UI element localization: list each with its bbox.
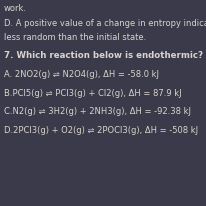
Text: D.2PCl3(g) + O2(g) ⇌ 2POCl3(g), ΔH = -508 kJ: D.2PCl3(g) + O2(g) ⇌ 2POCl3(g), ΔH = -50…	[4, 126, 198, 135]
Text: B.PCl5(g) ⇌ PCl3(g) + Cl2(g), ΔH = 87.9 kJ: B.PCl5(g) ⇌ PCl3(g) + Cl2(g), ΔH = 87.9 …	[4, 89, 182, 98]
Text: A. 2NO2(g) ⇌ N2O4(g), ΔH = -58.0 kJ: A. 2NO2(g) ⇌ N2O4(g), ΔH = -58.0 kJ	[4, 70, 159, 79]
Text: C.N2(g) ⇌ 3H2(g) + 2NH3(g), ΔH = -92.38 kJ: C.N2(g) ⇌ 3H2(g) + 2NH3(g), ΔH = -92.38 …	[4, 107, 191, 116]
Text: work.: work.	[4, 4, 27, 13]
Text: 7. Which reaction below is endothermic?: 7. Which reaction below is endothermic?	[4, 52, 203, 61]
Text: D. A positive value of a change in entropy indicate: D. A positive value of a change in entro…	[4, 19, 206, 28]
Text: less random than the initial state.: less random than the initial state.	[4, 33, 146, 42]
